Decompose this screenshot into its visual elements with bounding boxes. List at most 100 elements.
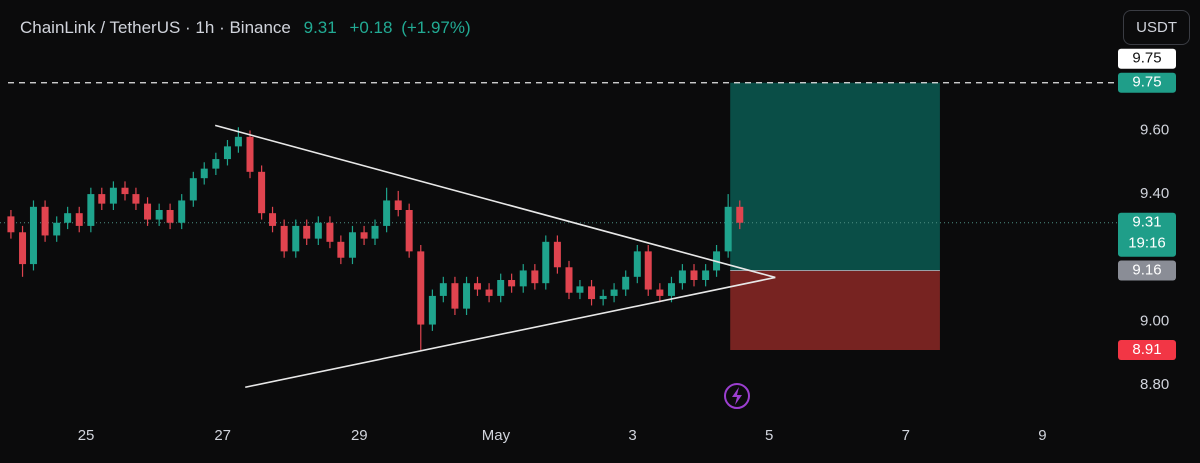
x-tick-label: 25 [78, 427, 95, 444]
price-label-text: 8.91 [1132, 341, 1161, 358]
candle-body [656, 289, 664, 296]
candle-body [622, 276, 630, 290]
candle-body [360, 232, 368, 239]
candle-body [473, 283, 481, 290]
candle-body [633, 251, 641, 277]
candle-body [531, 270, 539, 284]
candle-body [53, 222, 61, 236]
candle-body [702, 270, 710, 280]
candle-body [599, 295, 607, 300]
price-label-text: 9.16 [1132, 261, 1161, 278]
candle-body [394, 200, 402, 210]
trendline [245, 276, 776, 389]
x-tick-label: 29 [351, 427, 368, 444]
candle-body [348, 232, 356, 258]
candle-body [439, 283, 447, 296]
change-pct: (+1.97%) [401, 18, 471, 37]
price-label: 9.31 19:16 [1118, 212, 1176, 257]
price-label-box [1118, 260, 1176, 281]
y-tick-label: 9.00 [1140, 312, 1169, 329]
candle-body [258, 171, 266, 214]
candle-body [383, 200, 391, 226]
candle-body [497, 280, 505, 296]
price-label-text: 9.75 [1132, 50, 1161, 67]
x-tick-label: 7 [902, 427, 910, 444]
price-label-text: 9.31 [1132, 214, 1161, 231]
candle-body [234, 136, 242, 147]
candle-body [326, 222, 334, 242]
candle-body [121, 187, 129, 195]
x-tick-label: 3 [628, 427, 636, 444]
price-label-box [1118, 72, 1176, 93]
candle-body [223, 146, 231, 160]
target-zone [730, 82, 940, 271]
candle-body [246, 136, 254, 172]
candle-body [428, 295, 436, 325]
countdown: 19:16 [1128, 235, 1166, 252]
event-icon [724, 383, 750, 409]
candle-body [667, 283, 675, 296]
candle-body [337, 241, 345, 258]
candle-body [371, 225, 379, 239]
candle-body [280, 225, 288, 252]
price-label-text: 9.75 [1132, 74, 1161, 91]
candle-body [166, 210, 174, 223]
candle-body [553, 241, 561, 268]
candle-body [269, 213, 277, 226]
candle-body [610, 289, 618, 296]
price-label-box [1118, 340, 1176, 360]
trendline [214, 124, 776, 279]
candle-body [417, 251, 425, 325]
candle-body [314, 222, 322, 239]
candle-body [405, 210, 413, 252]
y-tick-label: 9.40 [1140, 185, 1169, 202]
last-price: 9.31 [303, 18, 337, 37]
candle-body [144, 203, 152, 220]
y-tick-label: 8.80 [1140, 376, 1169, 393]
candle-body [542, 241, 550, 284]
candle-body [678, 270, 686, 284]
candle-body [19, 232, 27, 265]
x-tick-label: 5 [765, 427, 773, 444]
candle-body [519, 270, 527, 287]
candle-body [178, 200, 186, 223]
candle-body [565, 267, 573, 293]
header: ChainLink / TetherUS · 1h · Binance 9.31… [20, 18, 471, 38]
candle-body [212, 159, 220, 169]
candle-body [576, 286, 584, 293]
candle-body [463, 283, 471, 309]
candle-body [736, 206, 744, 223]
candle-body [132, 194, 140, 204]
candle-body [588, 286, 596, 300]
candle-body [690, 270, 698, 280]
x-tick-label: 9 [1038, 427, 1046, 444]
candle-body [485, 289, 493, 296]
change: +0.18 [349, 18, 393, 37]
x-tick-label: May [482, 427, 511, 444]
price-label-box [1118, 48, 1176, 69]
candle-body [29, 206, 37, 265]
candle-body [451, 283, 459, 309]
candle-body [508, 280, 516, 287]
x-tick-label: 27 [214, 427, 231, 444]
price-label: 9.75 [1118, 72, 1176, 93]
candle-body [64, 213, 72, 223]
candle-body [75, 213, 83, 226]
price-label-box [1118, 212, 1176, 257]
candle-body [644, 251, 652, 290]
candle-body [98, 194, 106, 204]
candle-body [87, 194, 95, 226]
candle-body [303, 225, 311, 239]
candle-body [292, 225, 300, 252]
candle-body [41, 206, 49, 236]
price-label: 8.91 [1118, 340, 1176, 360]
candle-body [7, 216, 15, 233]
candle-body [724, 206, 732, 252]
symbol-title: ChainLink / TetherUS · 1h · Binance [20, 18, 291, 37]
stop-zone [730, 270, 940, 350]
currency-button[interactable]: USDT [1123, 10, 1190, 45]
y-tick-label: 9.60 [1140, 121, 1169, 138]
candle-body [189, 178, 197, 201]
